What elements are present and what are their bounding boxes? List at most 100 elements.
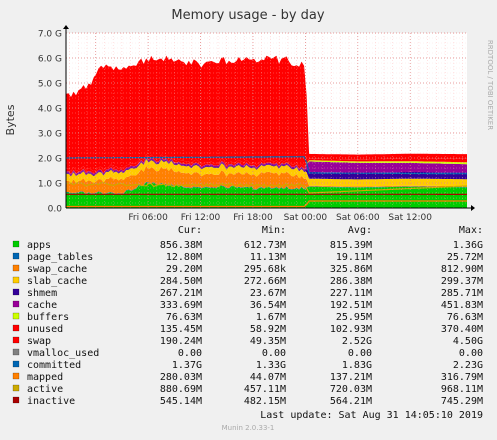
- legend-min-apps: 612.73M: [244, 240, 286, 251]
- legend-swatch-cache: [13, 301, 19, 307]
- y-axis-label: Bytes: [4, 104, 17, 135]
- legend-cur-slab-cache: 284.50M: [160, 276, 202, 287]
- legend-swatch-active: [13, 385, 19, 391]
- legend-label-committed: committed: [27, 360, 81, 371]
- legend-min-buffers: 1.67M: [256, 312, 286, 323]
- x-tick-label: Fri 18:00: [233, 213, 273, 223]
- legend-max-page-tables: 25.72M: [447, 252, 483, 263]
- legend-cur-vmalloc-used: 0.00: [178, 348, 202, 359]
- legend-label-vmalloc-used: vmalloc_used: [27, 348, 99, 359]
- legend-cur-committed: 1.37G: [172, 360, 202, 371]
- legend-avg-buffers: 25.95M: [336, 312, 372, 323]
- legend-label-swap: swap: [27, 336, 51, 347]
- legend-swatch-slab-cache: [13, 277, 19, 283]
- legend-min-active: 457.11M: [244, 384, 286, 395]
- x-tick-label: Sat 00:00: [284, 213, 328, 223]
- legend-swatch-page-tables: [13, 253, 19, 259]
- legend-min-slab-cache: 272.66M: [244, 276, 286, 287]
- legend-min-committed: 1.33G: [256, 360, 286, 371]
- legend-min-shmem: 23.67M: [250, 288, 286, 299]
- legend-min-inactive: 482.15M: [244, 396, 286, 407]
- legend-cur-active: 880.69M: [160, 384, 202, 395]
- legend-max-swap: 4.50G: [453, 336, 483, 347]
- legend-label-cache: cache: [27, 300, 57, 311]
- legend-max-cache: 451.83M: [441, 300, 483, 311]
- legend-avg-mapped: 137.21M: [330, 372, 372, 383]
- y-tick-label: 3.0 G: [38, 130, 62, 140]
- legend-min-swap-cache: 295.68k: [244, 264, 286, 275]
- legend-max-swap-cache: 812.90M: [441, 264, 483, 275]
- y-tick-label: 0.0: [48, 205, 63, 215]
- legend-label-swap-cache: swap_cache: [27, 264, 87, 275]
- legend-avg-shmem: 227.11M: [330, 288, 372, 299]
- legend-label-buffers: buffers: [27, 312, 69, 323]
- legend-max-committed: 2.23G: [453, 360, 483, 371]
- legend-min-vmalloc-used: 0.00: [262, 348, 286, 359]
- legend-avg-swap-cache: 325.86M: [330, 264, 372, 275]
- side-label: RRDTOOL / TOBI OETIKER: [486, 40, 494, 130]
- legend-label-apps: apps: [27, 240, 51, 251]
- legend-swatch-vmalloc-used: [13, 349, 19, 355]
- legend-swatch-shmem: [13, 289, 19, 295]
- legend-label-inactive: inactive: [27, 396, 75, 407]
- legend-header: Cur:: [178, 225, 202, 236]
- legend-cur-buffers: 76.63M: [166, 312, 202, 323]
- legend-max-buffers: 76.63M: [447, 312, 483, 323]
- legend-swatch-mapped: [13, 373, 19, 379]
- legend-swatch-buffers: [13, 313, 19, 319]
- legend-cur-mapped: 280.03M: [160, 372, 202, 383]
- legend-max-shmem: 285.71M: [441, 288, 483, 299]
- legend-min-mapped: 44.07M: [250, 372, 286, 383]
- legend-avg-unused: 102.93M: [330, 324, 372, 335]
- legend-cur-shmem: 267.21M: [160, 288, 202, 299]
- y-tick-label: 1.0 G: [38, 180, 62, 190]
- legend-header: Max:: [459, 225, 483, 236]
- legend-max-inactive: 745.29M: [441, 396, 483, 407]
- legend-swatch-swap: [13, 337, 19, 343]
- legend-cur-swap-cache: 29.20M: [166, 264, 202, 275]
- legend-cur-page-tables: 12.80M: [166, 252, 202, 263]
- legend-max-slab-cache: 299.37M: [441, 276, 483, 287]
- legend-cur-swap: 190.24M: [160, 336, 202, 347]
- legend-swatch-inactive: [13, 397, 19, 403]
- legend-min-swap: 49.35M: [250, 336, 286, 347]
- last-update-text: Last update: Sat Aug 31 14:05:10 2019: [260, 410, 483, 421]
- legend-swatch-apps: [13, 241, 19, 247]
- legend-min-unused: 58.92M: [250, 324, 286, 335]
- legend-swatch-swap-cache: [13, 265, 19, 271]
- legend-header: Avg:: [348, 225, 372, 236]
- legend-avg-swap: 2.52G: [342, 336, 372, 347]
- legend-avg-cache: 192.51M: [330, 300, 372, 311]
- y-tick-label: 7.0 G: [38, 30, 62, 40]
- legend-label-slab-cache: slab_cache: [27, 276, 87, 287]
- y-tick-label: 6.0 G: [38, 55, 62, 65]
- plot-area: 0.0 1.0 G 2.0 G 3.0 G 4.0 G 5.0 G 6.0 G 7.0 G Fr…: [38, 25, 475, 223]
- legend-avg-page-tables: 19.11M: [336, 252, 372, 263]
- legend-max-active: 968.11M: [441, 384, 483, 395]
- legend-swatch-committed: [13, 361, 19, 367]
- legend-avg-committed: 1.83G: [342, 360, 372, 371]
- y-tick-label: 4.0 G: [38, 105, 62, 115]
- legend-max-apps: 1.36G: [453, 240, 483, 251]
- legend-cur-cache: 333.69M: [160, 300, 202, 311]
- legend-max-mapped: 316.79M: [441, 372, 483, 383]
- legend-avg-slab-cache: 286.38M: [330, 276, 372, 287]
- legend-min-page-tables: 11.13M: [250, 252, 286, 263]
- legend-avg-apps: 815.39M: [330, 240, 372, 251]
- legend-avg-inactive: 564.21M: [330, 396, 372, 407]
- legend-header: Min:: [262, 225, 286, 236]
- y-tick-label: 2.0 G: [38, 155, 62, 165]
- legend-swatch-unused: [13, 325, 19, 331]
- version-text: Munin 2.0.33-1: [222, 424, 275, 432]
- legend-cur-unused: 135.45M: [160, 324, 202, 335]
- legend-avg-active: 720.03M: [330, 384, 372, 395]
- legend-cur-apps: 856.38M: [160, 240, 202, 251]
- legend-label-mapped: mapped: [27, 372, 63, 383]
- legend-label-shmem: shmem: [27, 288, 57, 299]
- y-tick-label: 5.0 G: [38, 80, 62, 90]
- x-tick-label: Sat 06:00: [336, 213, 380, 223]
- legend-label-page-tables: page_tables: [27, 252, 93, 263]
- chart-title: Memory usage - by day: [171, 8, 324, 23]
